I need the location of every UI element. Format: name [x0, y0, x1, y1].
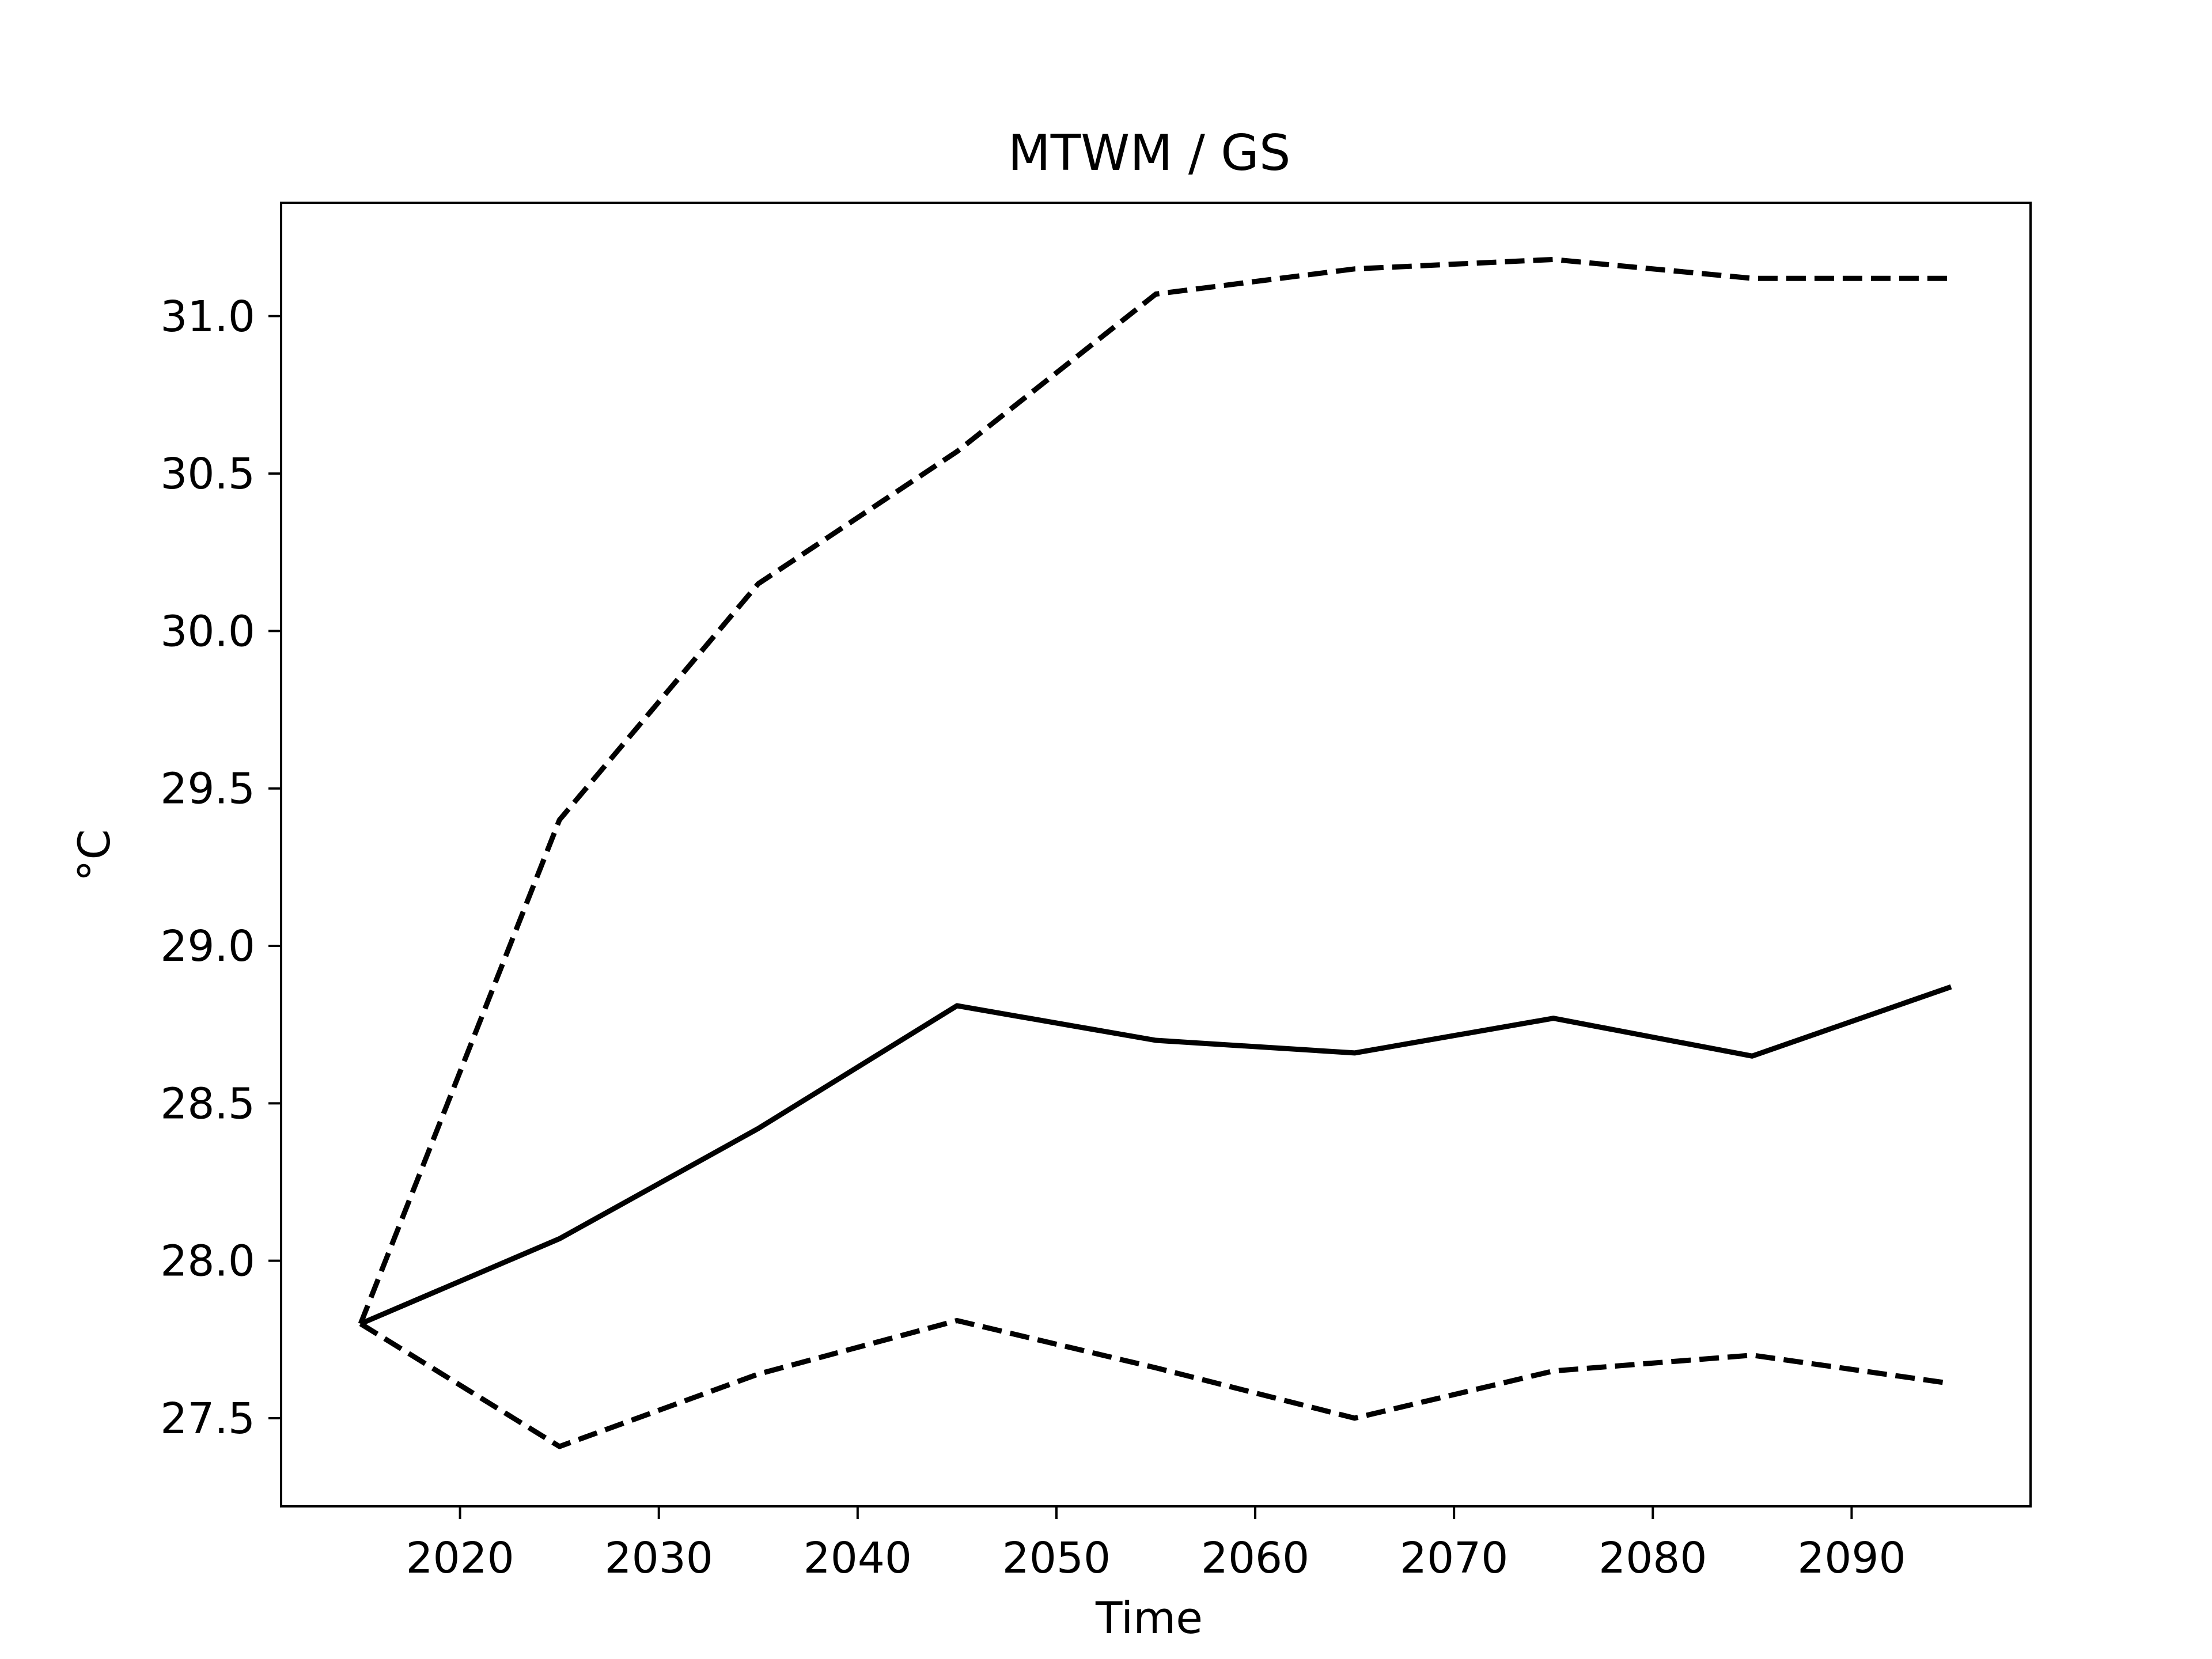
chart-title: MTWM / GS — [1008, 124, 1291, 182]
dashed-series-line-2 — [359, 1318, 1952, 1449]
y-axis-ticks: 27.5 28.0 28.5 29.0 29.5 30.0 30.5 31.0 — [160, 292, 281, 1444]
y-tick-label: 28.0 — [160, 1237, 255, 1286]
y-tick-label: 31.0 — [160, 292, 255, 342]
y-tick-label: 30.5 — [160, 449, 255, 499]
x-tick-label: 2080 — [1599, 1533, 1707, 1583]
x-tick-label: 2030 — [605, 1533, 713, 1583]
y-tick-label: 27.5 — [160, 1394, 255, 1444]
y-tick-label: 28.5 — [160, 1079, 255, 1128]
y-tick-label: 30.0 — [160, 607, 255, 656]
y-tick-label: 29.5 — [160, 764, 255, 814]
plot-frame — [280, 202, 2032, 1508]
x-tick-label: 2040 — [804, 1533, 912, 1583]
x-tick-label: 2090 — [1797, 1533, 1906, 1583]
x-tick-label: 2070 — [1400, 1533, 1508, 1583]
y-axis-label: °C — [69, 829, 120, 881]
x-axis-ticks: 2020 2030 2040 2050 2060 2070 2080 2090 — [406, 1506, 1906, 1583]
y-tick-label: 29.0 — [160, 922, 255, 971]
series-layer — [358, 256, 1952, 1449]
x-axis-label: Time — [1095, 1592, 1203, 1643]
dashed-series-line-1 — [358, 256, 1951, 1325]
solid-series-line-0 — [359, 984, 1952, 1327]
x-tick-label: 2020 — [406, 1533, 514, 1583]
plot-area — [280, 202, 2032, 1508]
x-tick-label: 2050 — [1002, 1533, 1111, 1583]
x-tick-label: 2060 — [1201, 1533, 1309, 1583]
